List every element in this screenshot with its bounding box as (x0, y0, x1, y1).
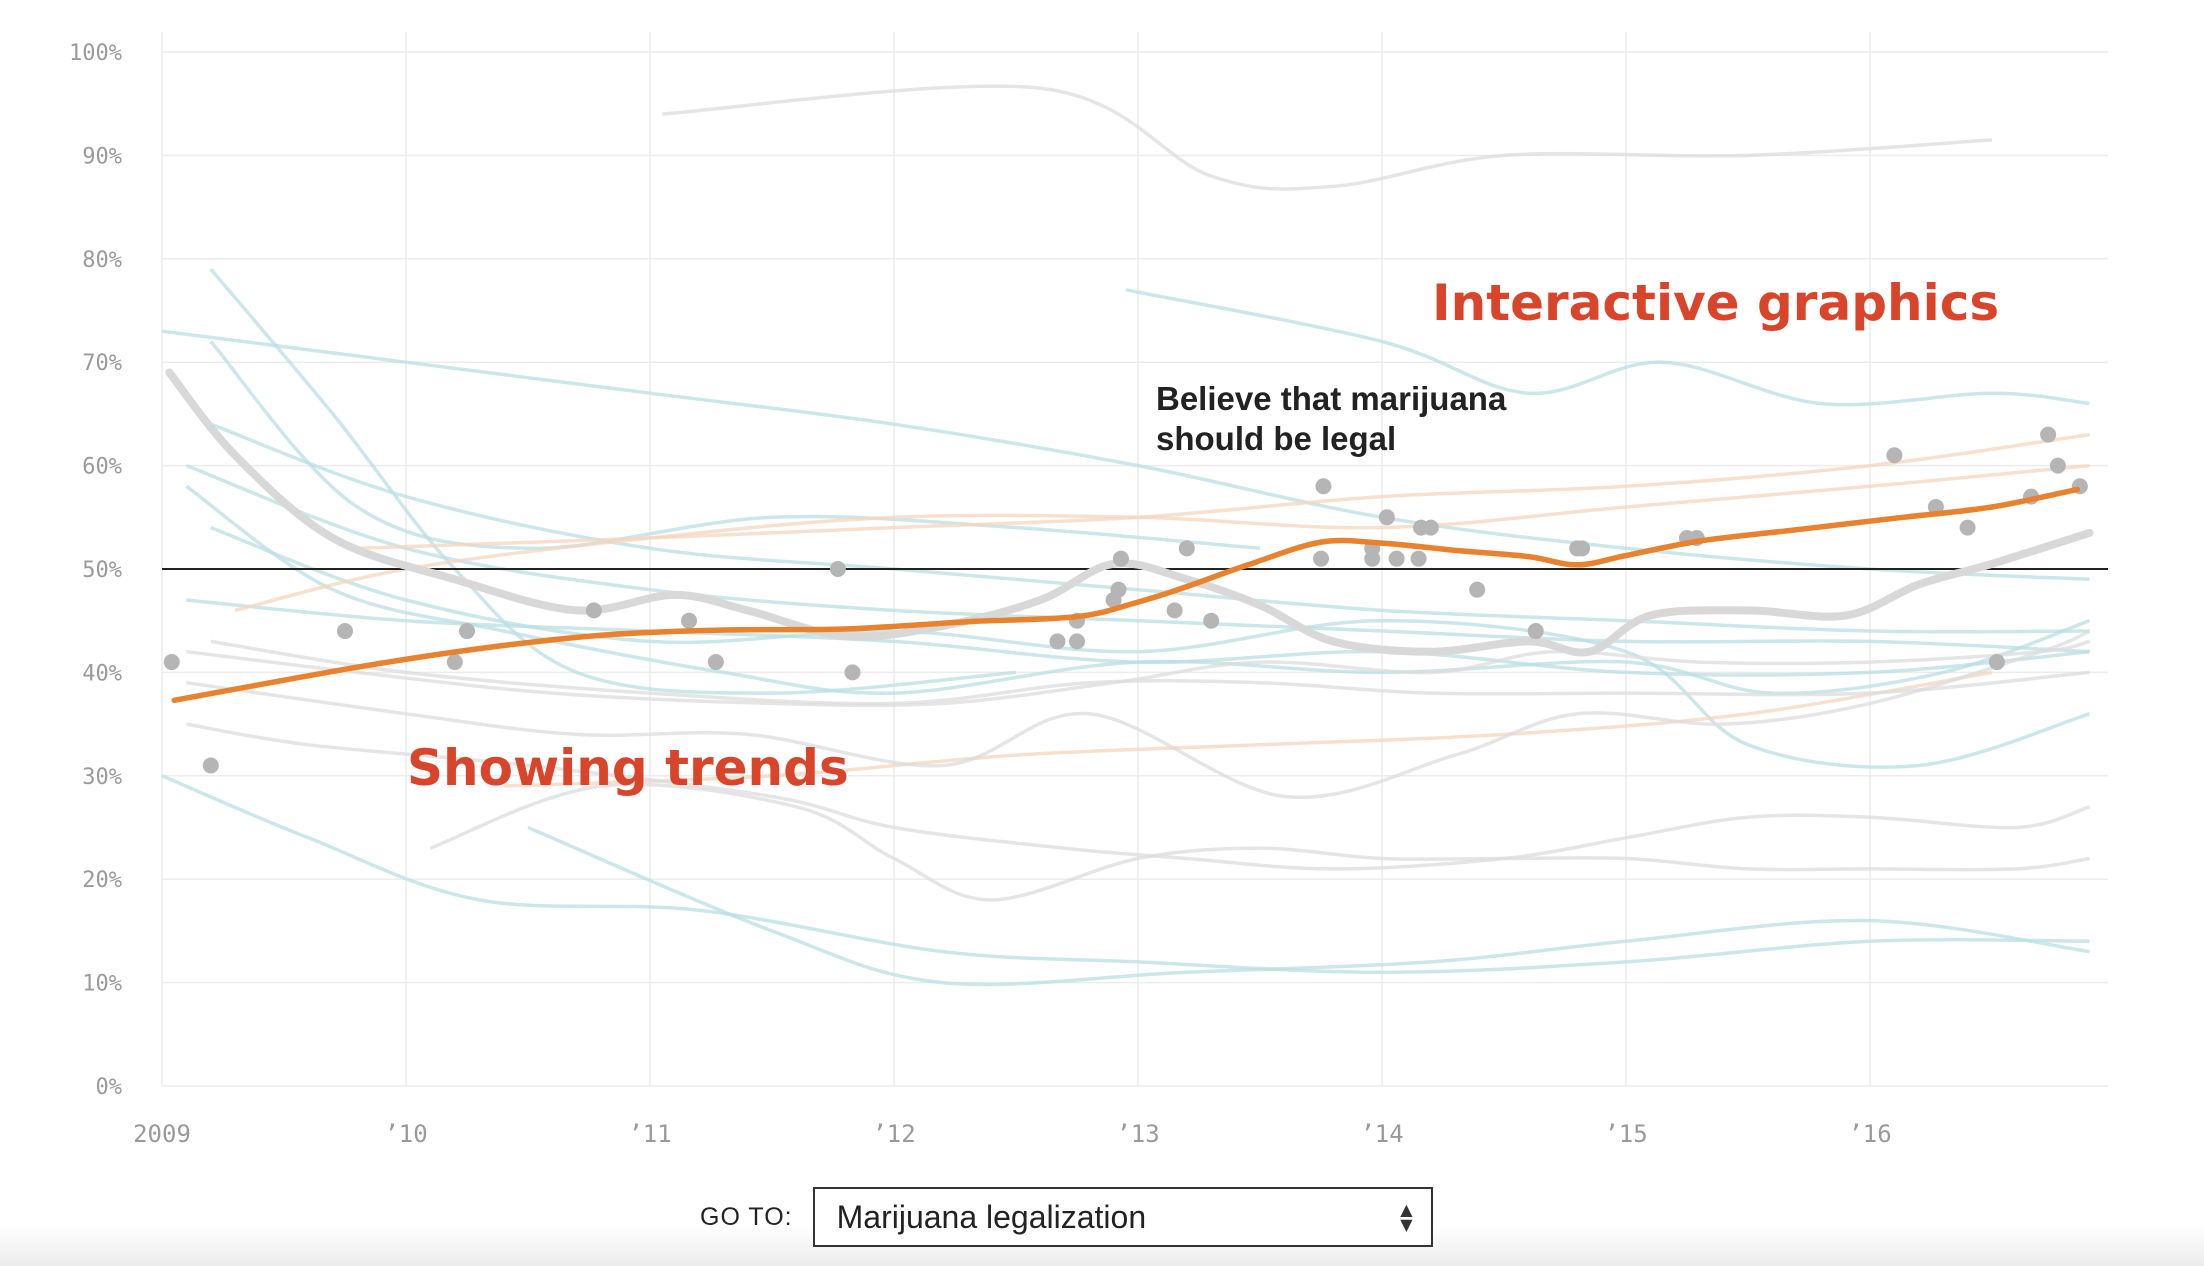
data-point (844, 664, 861, 681)
goto-control: GO TO: Marijuana legalization ▲ ▼ (700, 1187, 1433, 1247)
data-point (681, 612, 698, 629)
x-tick-label: ’13 (1116, 1120, 1159, 1148)
x-tick-label: ’15 (1604, 1120, 1647, 1148)
data-point (707, 654, 724, 671)
x-tick-label: ’10 (384, 1120, 427, 1148)
data-point (1574, 540, 1591, 557)
y-tick-label: 90% (82, 144, 122, 169)
x-tick-label: ’11 (628, 1120, 671, 1148)
x-tick-label: ’14 (1360, 1120, 1403, 1148)
data-point (1527, 623, 1544, 640)
y-tick-label: 100% (69, 41, 122, 66)
data-point (459, 623, 475, 640)
background-series-line (1125, 288, 2090, 407)
highlight-line (171, 486, 2081, 704)
data-point (1378, 509, 1395, 526)
goto-label: GO TO: (700, 1202, 793, 1231)
data-point (1988, 654, 2005, 671)
highlight-series (171, 486, 2081, 704)
series-label-line-2: should be legal (1156, 420, 1396, 457)
y-tick-label: 20% (82, 868, 122, 893)
y-tick-label: 30% (82, 765, 122, 790)
data-point (1110, 581, 1127, 598)
data-point (1112, 550, 1129, 567)
data-point (1178, 540, 1195, 557)
background-series-line (210, 639, 2090, 706)
data-point (1469, 581, 1486, 598)
line-chart: 0% 10% 20% 30% 40% 50% 60% 70% 80% 90% 100% 2009 ’10… (69, 32, 2108, 1148)
background-series-line (503, 670, 1993, 788)
data-point (2049, 457, 2066, 474)
background-series-line (186, 722, 2091, 871)
background-series-line (209, 267, 1017, 695)
topic-select-value: Marijuana legalization (836, 1198, 1147, 1235)
y-tick-label: 0% (96, 1075, 123, 1100)
data-point (1959, 519, 1976, 536)
y-tick-label: 60% (82, 455, 122, 480)
background-series-line (186, 598, 2090, 677)
data-point (1315, 478, 1332, 495)
data-point (1388, 550, 1405, 567)
data-point (1166, 602, 1183, 619)
data-point (1049, 633, 1066, 650)
gray-trend (165, 368, 2094, 657)
data-point (1203, 612, 1220, 629)
annotation-showing-trends: Showing trends (407, 739, 849, 797)
x-tick-label: 2009 (133, 1120, 191, 1148)
data-point (1069, 633, 1085, 650)
background-series-line (185, 463, 2090, 654)
y-tick-label: 80% (82, 248, 122, 273)
background-series-line (186, 639, 2091, 708)
data-point (446, 654, 463, 671)
x-tick-label: ’12 (872, 1120, 915, 1148)
y-tick-label: 40% (82, 661, 122, 686)
background-series-line (161, 774, 2090, 975)
background-series-line (161, 329, 2090, 582)
background-series-line (186, 629, 2091, 800)
data-point (2040, 426, 2057, 443)
gray-trend-line (165, 368, 2094, 657)
y-tick-label: 50% (82, 558, 122, 583)
background-series-line (429, 782, 2090, 902)
topic-select[interactable]: Marijuana legalization ▲ ▼ (812, 1187, 1433, 1247)
axis-ticks: 0% 10% 20% 30% 40% 50% 60% 70% 80% 90% 100% 2009 ’10… (69, 41, 1892, 1148)
data-point (163, 654, 180, 671)
annotation-interactive-graphics: Interactive graphics (1432, 274, 1999, 332)
background-series-line (209, 340, 1261, 551)
background-series (161, 84, 2091, 987)
x-tick-label: ’16 (1848, 1120, 1891, 1148)
select-arrows-icon: ▲ ▼ (1400, 1200, 1413, 1234)
y-tick-label: 10% (82, 972, 122, 997)
data-point (1422, 519, 1439, 536)
data-point (337, 623, 353, 640)
series-label-line-1: Believe that marijuana (1156, 380, 1507, 417)
background-series-line (662, 84, 1993, 191)
data-point (202, 757, 219, 774)
data-point (1886, 447, 1903, 464)
background-series-line (357, 432, 2090, 551)
background-series-line (527, 825, 2090, 987)
data-point (1410, 550, 1427, 567)
data-point (829, 561, 846, 577)
background-series-line (210, 422, 2090, 634)
data-point (1313, 550, 1329, 567)
data-point (585, 602, 602, 619)
y-tick-label: 70% (82, 351, 122, 376)
